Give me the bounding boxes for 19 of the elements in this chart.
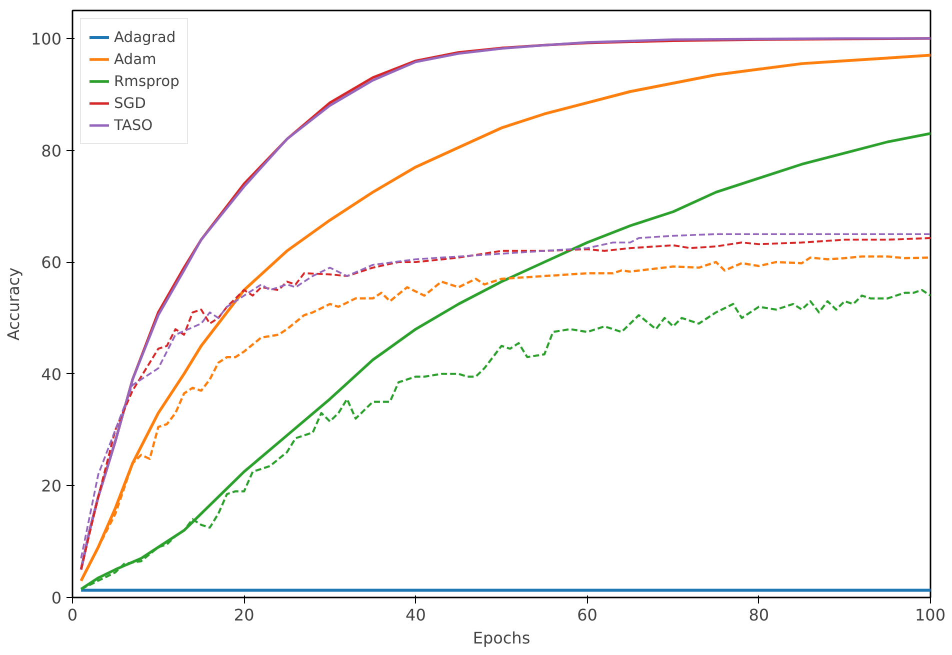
x-tick-label: 20 bbox=[234, 606, 254, 624]
x-tick-label: 100 bbox=[914, 606, 946, 624]
y-tick-label: 60 bbox=[41, 253, 62, 272]
x-axis-title: Epochs bbox=[472, 628, 530, 648]
legend-label: TASO bbox=[114, 116, 153, 134]
x-tick-label: 60 bbox=[577, 606, 598, 624]
x-tick-label: 0 bbox=[67, 606, 78, 624]
legend-label: Rmsprop bbox=[114, 72, 180, 90]
y-tick-label: 80 bbox=[41, 141, 62, 160]
y-axis-title: Accuracy bbox=[4, 267, 23, 341]
y-tick-label: 0 bbox=[51, 588, 62, 608]
y-tick-label: 20 bbox=[41, 476, 62, 496]
x-tick-label: 80 bbox=[748, 606, 770, 624]
legend-label: Adam bbox=[114, 50, 156, 68]
legend-label: SGD bbox=[114, 94, 146, 112]
legend-label: Adagrad bbox=[114, 28, 176, 46]
y-tick-label: 40 bbox=[41, 364, 62, 384]
x-tick-label: 40 bbox=[406, 606, 426, 624]
y-tick-label: 100 bbox=[30, 29, 62, 48]
